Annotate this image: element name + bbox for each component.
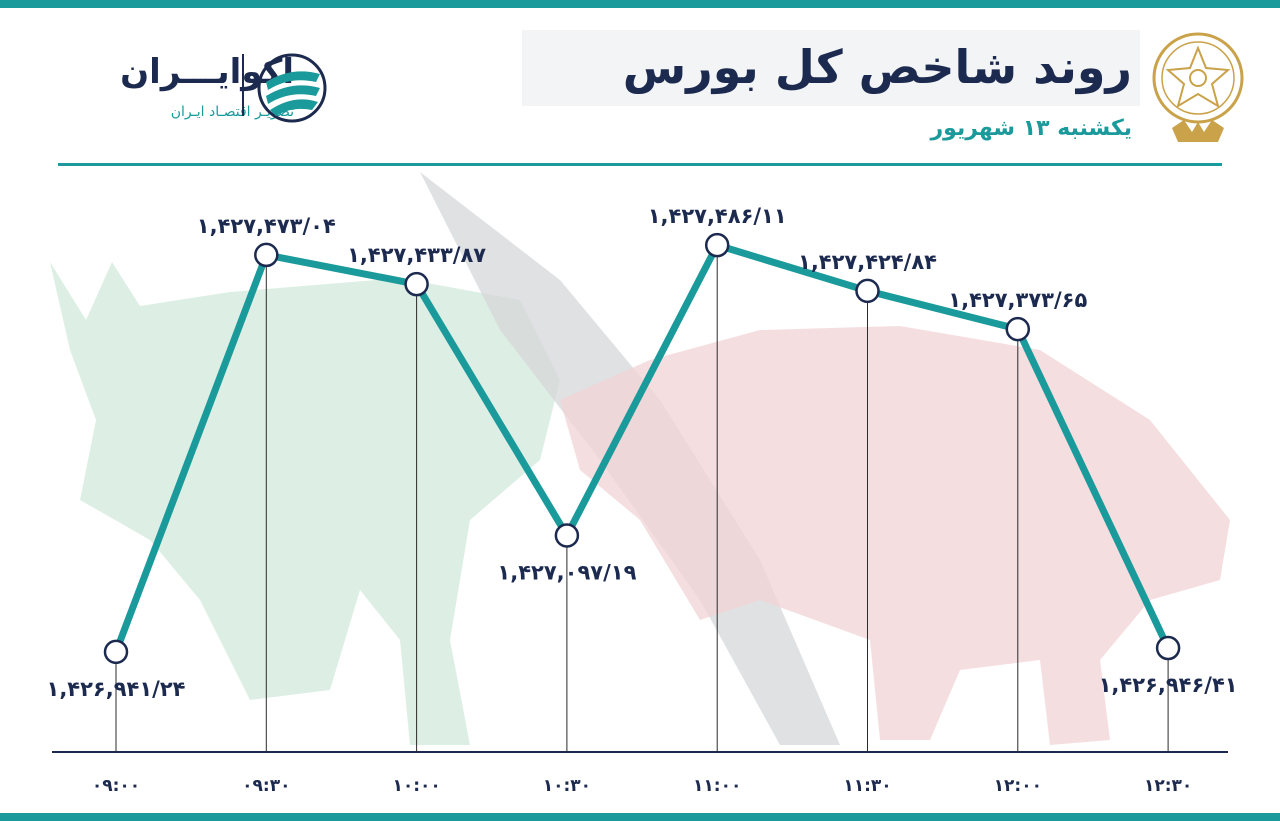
- brand-tagline: تصویـر اقتصـاد ایـران: [170, 104, 294, 120]
- x-tick-label: ۱۲:۰۰: [994, 776, 1042, 796]
- bull-watermark: [50, 262, 560, 745]
- x-tick-label: ۰۹:۰۰: [92, 776, 140, 796]
- data-point: [1005, 316, 1031, 342]
- brand-block: اکوایـــران تصویـر اقتصـاد ایـران: [60, 44, 340, 134]
- x-tick-label: ۱۱:۳۰: [843, 776, 891, 796]
- header-divider: [58, 163, 1222, 166]
- value-label: ۱,۴۲۷,۴۲۴/۸۴: [798, 250, 937, 274]
- stock-exchange-emblem-icon: [1152, 32, 1244, 142]
- value-label: ۱,۴۲۷,۴۷۳/۰۴: [197, 214, 336, 238]
- data-point: [103, 639, 129, 665]
- value-label: ۱,۴۲۶,۹۴۶/۴۱: [1099, 673, 1238, 697]
- x-tick-label: ۱۲:۳۰: [1144, 776, 1192, 796]
- x-tick-label: ۱۰:۰۰: [392, 776, 440, 796]
- title-band: [522, 30, 1140, 106]
- value-label: ۱,۴۲۷,۰۹۷/۱۹: [497, 560, 636, 584]
- x-tick-label: ۰۹:۳۰: [242, 776, 290, 796]
- value-label: ۱,۴۲۷,۳۷۳/۶۵: [948, 288, 1087, 312]
- x-tick-label: ۱۱:۰۰: [693, 776, 741, 796]
- page-title: روند شاخص کل بورس: [622, 40, 1132, 94]
- value-label: ۱,۴۲۷,۴۳۳/۸۷: [347, 243, 486, 267]
- bottom-frame-bar: [0, 813, 1280, 821]
- value-label: ۱,۴۲۷,۴۸۶/۱۱: [648, 204, 787, 228]
- x-tick-label: ۱۰:۳۰: [543, 776, 591, 796]
- data-point: [554, 523, 580, 548]
- data-point: [704, 232, 730, 258]
- data-point: [1155, 635, 1181, 661]
- ecoiran-logo-icon: [257, 53, 327, 123]
- top-frame-bar: [0, 0, 1280, 8]
- brand-divider: [242, 54, 244, 116]
- brand-name: اکوایـــران: [120, 52, 294, 92]
- data-point: [855, 278, 880, 304]
- data-point: [404, 271, 429, 297]
- data-point: [254, 242, 279, 268]
- series-line: [112, 241, 1172, 656]
- page-date: یکشنبه ۱۳ شهریور: [930, 116, 1133, 141]
- value-label: ۱,۴۲۶,۹۴۱/۲۴: [47, 677, 186, 701]
